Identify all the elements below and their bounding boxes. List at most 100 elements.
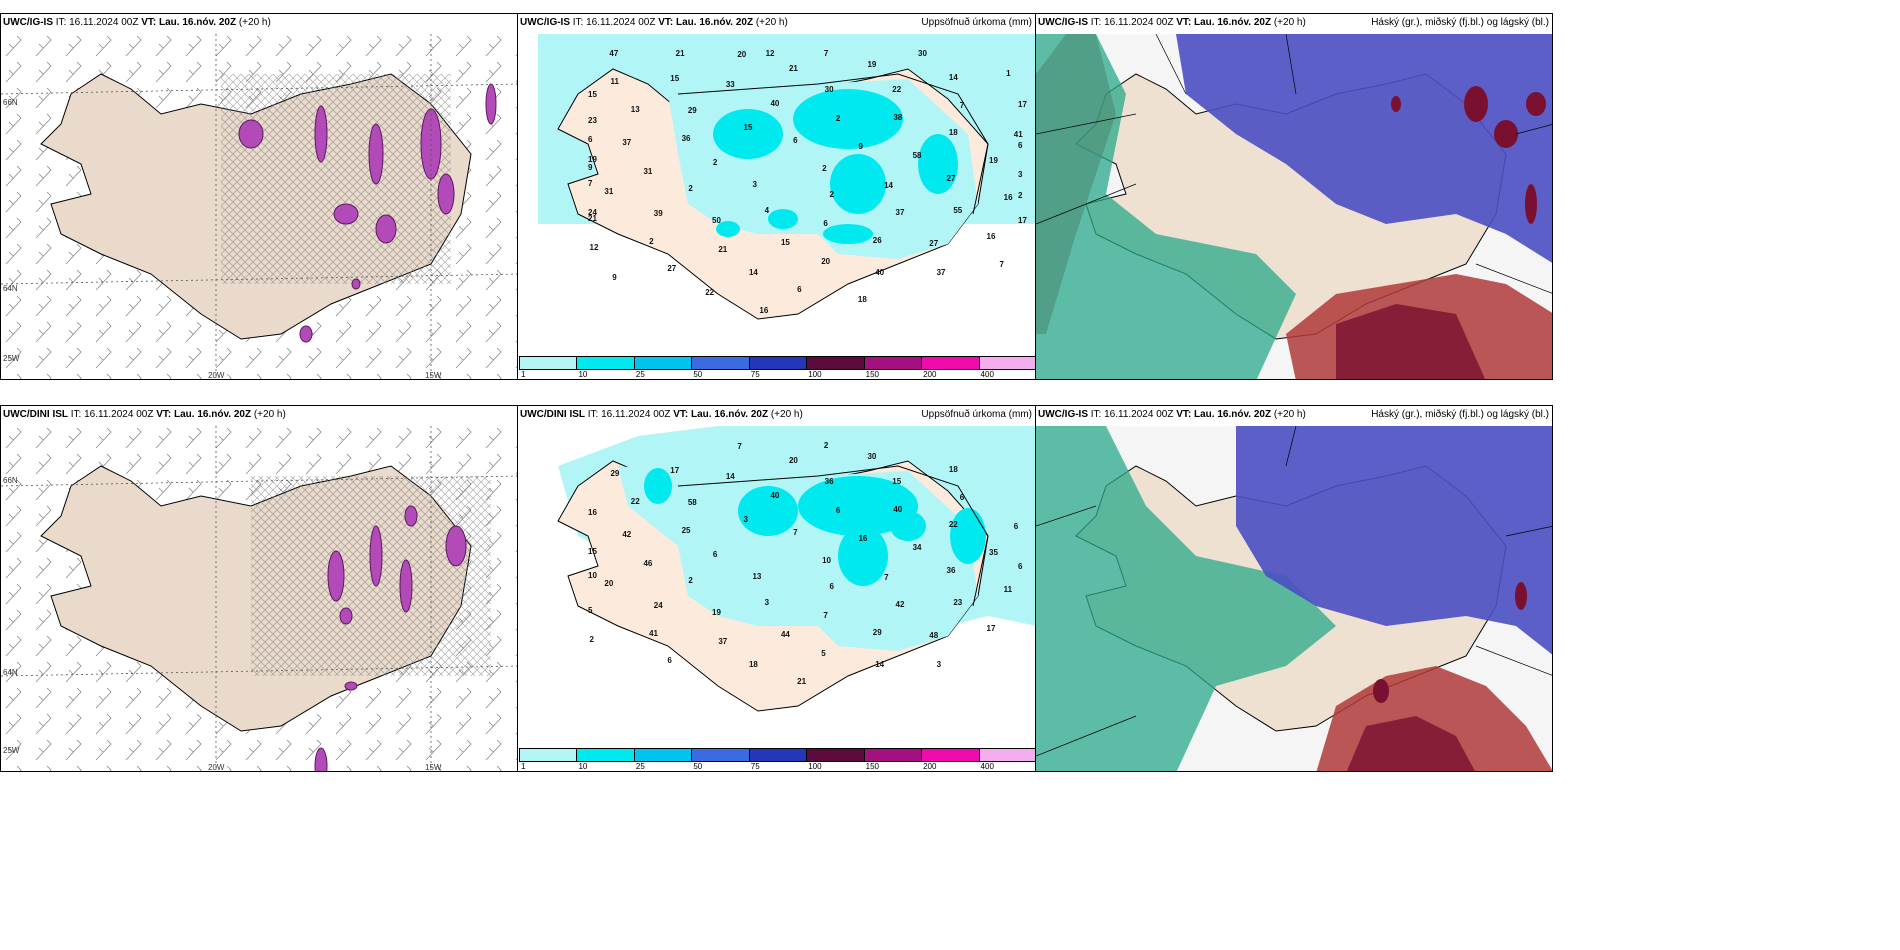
lat-label: 64N xyxy=(3,284,18,293)
panel-br: UWC/IG-IS IT: 16.11.2024 00Z VT: Lau. 16… xyxy=(1035,405,1553,772)
precip-values: 2 3 6 2 2 9 4 15 14 2 2 6 36 58 50 40 37 31 38 15 29 27 39 30 26… xyxy=(518,34,1035,354)
precip-value: 17 xyxy=(1018,100,1027,110)
lat-label: 66N xyxy=(3,476,18,485)
precip-map xyxy=(538,34,1035,320)
colorbar-segment xyxy=(921,356,980,370)
precip-value: 30 xyxy=(824,85,834,95)
precip-value: 27 xyxy=(667,263,677,273)
precip-value: 17 xyxy=(1018,215,1027,225)
colorbar-tick-label: 400 xyxy=(980,370,994,379)
precip-value: 7 xyxy=(823,49,829,58)
lon-label: 20W xyxy=(208,763,225,772)
precip-value: 58 xyxy=(687,497,697,507)
precip-value: 42 xyxy=(895,599,905,609)
precip-value: 6 xyxy=(1018,141,1023,151)
precip-value: 6 xyxy=(793,135,798,145)
colorbar-segment xyxy=(748,356,808,370)
panel-variable: Uppsöfnuð úrkoma (mm) xyxy=(921,409,1032,420)
precip-value: 5 xyxy=(588,605,593,615)
precip-value: 48 xyxy=(929,631,939,641)
precip-value: 6 xyxy=(1018,562,1023,572)
precip-value: 14 xyxy=(748,267,758,277)
precip-value: 12 xyxy=(765,49,775,58)
colorbar-tick-label: 200 xyxy=(923,370,937,379)
precip-value: 18 xyxy=(857,294,867,304)
colorbar: 1 10 25 50 75 100 150 200 400 xyxy=(519,748,1035,771)
precip-value: 10 xyxy=(588,570,597,580)
colorbar-tick-label: 50 xyxy=(693,370,703,379)
precip-value: 41 xyxy=(649,628,658,638)
precip-value: 27 xyxy=(946,174,956,184)
precip-value: 29 xyxy=(872,627,882,637)
precip-value: 21 xyxy=(675,49,685,58)
precip-value: 26 xyxy=(872,235,882,245)
precip-value: 44 xyxy=(780,629,790,639)
panel-title: UWC/DINI ISL IT: 16.11.2024 00Z VT: Lau.… xyxy=(520,409,803,420)
panel-tl: UWC/IG-IS IT: 16.11.2024 00Z VT: Lau. 16… xyxy=(0,13,518,380)
precip-value: 29 xyxy=(610,468,620,478)
colorbar-tick-label: 10 xyxy=(578,370,588,379)
precip-value: 40 xyxy=(875,267,885,277)
lon-label: 20W xyxy=(208,371,225,380)
precip-value: 19 xyxy=(712,608,721,618)
wind-precip-map xyxy=(1,34,517,379)
precip-value: 3 xyxy=(764,598,770,608)
colorbar-segment xyxy=(978,356,1035,370)
precip-value: 31 xyxy=(643,166,653,176)
precip-value: 15 xyxy=(743,122,753,132)
colorbar-segment xyxy=(519,356,578,370)
precip-value: 6 xyxy=(797,285,802,295)
precip-value: 18 xyxy=(948,128,958,138)
colorbar-tick-label: 75 xyxy=(750,370,760,379)
precip-value: 35 xyxy=(989,547,998,557)
precip-value: 20 xyxy=(737,49,747,59)
colorbar-segment xyxy=(863,748,923,762)
precip-value: 9 xyxy=(588,162,593,172)
precip-value: 21 xyxy=(718,244,728,254)
precip-value: 14 xyxy=(884,180,893,190)
precip-value: 19 xyxy=(867,60,877,70)
panel-title: UWC/IG-IS IT: 16.11.2024 00Z VT: Lau. 16… xyxy=(1038,17,1306,28)
panel-tm: UWC/IG-IS IT: 16.11.2024 00Z VT: Lau. 16… xyxy=(517,13,1036,380)
precip-value: 15 xyxy=(892,477,902,487)
colorbar-tick-label: 75 xyxy=(750,762,760,771)
precip-value: 23 xyxy=(953,598,963,608)
precip-value: 3 xyxy=(1018,170,1023,180)
precip-value: 6 xyxy=(959,492,965,502)
cloud-map xyxy=(1036,426,1552,771)
precip-value: 18 xyxy=(748,659,758,669)
precip-value: 37 xyxy=(895,207,905,217)
precip-value: 24 xyxy=(653,601,663,611)
precip-value: 37 xyxy=(622,138,632,148)
precip-value: 6 xyxy=(823,218,828,228)
precip-value: 36 xyxy=(946,566,956,576)
precip-value: 25 xyxy=(681,526,691,536)
precip-value: 5 xyxy=(821,649,826,659)
colorbar-tick-label: 150 xyxy=(865,370,880,379)
precip-value: 36 xyxy=(824,477,834,487)
panel-bl: UWC/DINI ISL IT: 16.11.2024 00Z VT: Lau.… xyxy=(0,405,518,772)
precip-value: 41 xyxy=(1013,130,1023,140)
precip-value: 29 xyxy=(687,105,697,115)
colorbar-segment xyxy=(921,748,980,762)
precip-value: 6 xyxy=(667,655,672,665)
precip-value: 34 xyxy=(912,542,922,552)
colorbar-tick-label: 100 xyxy=(808,370,822,379)
precip-value: 2 xyxy=(1018,190,1023,200)
lat-label: 64N xyxy=(3,668,18,677)
precip-value: 36 xyxy=(681,134,691,144)
precip-value: 16 xyxy=(759,306,769,316)
precip-value: 4 xyxy=(764,206,770,216)
precip-value: 22 xyxy=(630,497,640,507)
panel-title: UWC/IG-IS IT: 16.11.2024 00Z VT: Lau. 16… xyxy=(1038,409,1306,420)
precip-value: 2 xyxy=(829,190,834,200)
precip-value: 20 xyxy=(788,455,798,465)
colorbar-tick-label: 200 xyxy=(923,762,937,771)
colorbar-segment xyxy=(519,748,578,762)
colorbar-tick-label: 25 xyxy=(635,370,645,379)
precip-value: 12 xyxy=(589,243,599,253)
precip-value: 15 xyxy=(588,546,597,556)
precip-value: 21 xyxy=(797,677,807,687)
precip-value: 19 xyxy=(989,155,998,165)
precip-value: 2 xyxy=(822,164,827,173)
